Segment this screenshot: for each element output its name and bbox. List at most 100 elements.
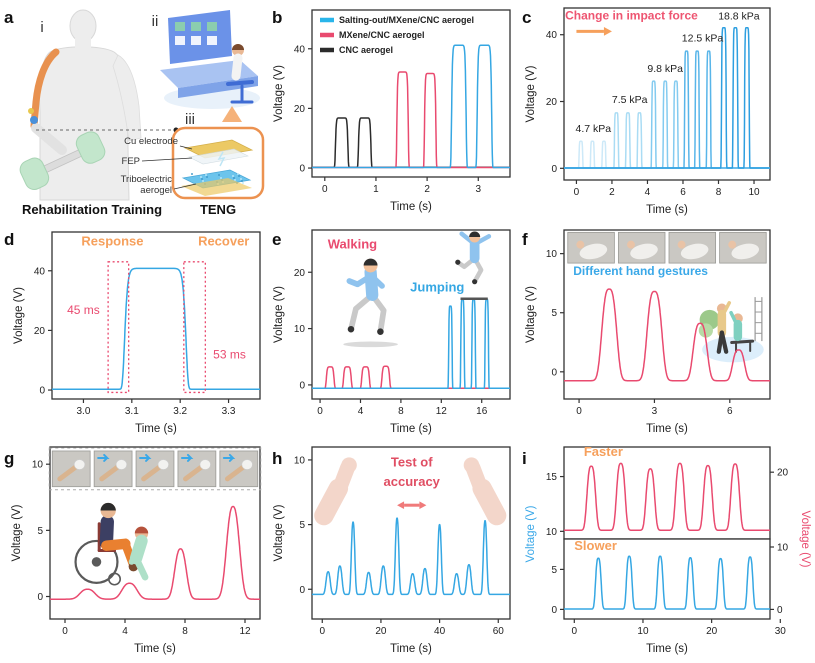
svg-text:6: 6 (680, 187, 686, 198)
svg-text:16: 16 (476, 406, 488, 417)
panel-c-chart: 0 2 4 6 8 10 0 20 40 Time (s) Voltage (V) Change in… (525, 7, 771, 216)
svg-text:12.5 kPa: 12.5 kPa (682, 32, 724, 44)
svg-text:0: 0 (39, 386, 45, 397)
svg-text:10: 10 (637, 626, 649, 637)
svg-text:10: 10 (32, 460, 44, 471)
panel-d-chart: 3.0 3.1 3.2 3.3 0 20 40 Time (s) Voltage (V) Resp… (13, 231, 261, 435)
panel-h-chart: 0 20 40 60 0 5 10 Time (s) Voltage (V) Test of acc… (273, 446, 511, 655)
svg-text:0: 0 (551, 367, 557, 378)
svg-text:60: 60 (493, 626, 505, 637)
svg-text:15: 15 (546, 472, 558, 483)
svg-text:0: 0 (299, 585, 305, 596)
svg-text:Voltage (V): Voltage (V) (13, 287, 25, 344)
svg-text:Salting-out/MXene/CNC aerogel: Salting-out/MXene/CNC aerogel (339, 15, 474, 25)
svg-text:Test of: Test of (391, 454, 433, 469)
panel-letter-e: e (272, 230, 282, 249)
svg-text:20: 20 (375, 626, 387, 637)
svg-text:10: 10 (546, 249, 558, 260)
panel-f: f 0 3 6 0 5 10 Time (s) Voltage (V) Different ha… (518, 222, 815, 441)
svg-text:6: 6 (727, 406, 733, 417)
svg-text:Time (s): Time (s) (390, 423, 432, 435)
svg-text:20: 20 (34, 326, 46, 337)
svg-text:10: 10 (748, 187, 760, 198)
svg-text:Voltage (V): Voltage (V) (525, 65, 537, 122)
panel-letter-f: f (522, 230, 528, 249)
panel-i-chart: 0510101520Voltage (V)Faster010203005100T… (525, 444, 811, 655)
svg-text:2: 2 (609, 187, 615, 198)
panel-d: d 3.0 3.1 3.2 3.3 0 20 40 Time (s) Voltage (V) Re… (0, 222, 268, 441)
svg-text:Slower: Slower (574, 538, 617, 553)
svg-text:Faster: Faster (584, 444, 623, 459)
panel-letter-a: a (4, 8, 14, 27)
svg-text:45 ms: 45 ms (67, 303, 100, 317)
svg-text:8: 8 (398, 406, 404, 417)
svg-text:Voltage (V): Voltage (V) (273, 65, 285, 122)
svg-text:3.3: 3.3 (222, 406, 236, 417)
svg-text:ii: ii (152, 13, 159, 30)
panel-c: c 0 2 4 6 8 10 0 20 40 Time (s) Voltage (V) Change … (518, 0, 815, 222)
svg-text:40: 40 (294, 44, 306, 55)
svg-text:Voltage (V): Voltage (V) (273, 286, 285, 343)
svg-text:accuracy: accuracy (384, 474, 441, 489)
svg-text:CNC aerogel: CNC aerogel (339, 45, 393, 55)
svg-text:40: 40 (434, 626, 446, 637)
svg-text:Voltage (V): Voltage (V) (525, 505, 537, 562)
svg-text:Voltage (V): Voltage (V) (525, 286, 537, 343)
svg-text:1: 1 (373, 184, 379, 195)
svg-text:0: 0 (299, 380, 305, 391)
svg-text:0: 0 (777, 605, 783, 616)
svg-text:iii: iii (185, 111, 195, 128)
svg-text:Walking: Walking (328, 237, 377, 252)
svg-text:10: 10 (546, 527, 558, 538)
svg-text:9.8 kPa: 9.8 kPa (647, 63, 683, 75)
svg-text:4.7 kPa: 4.7 kPa (575, 123, 611, 135)
svg-text:0: 0 (37, 592, 43, 603)
svg-text:Voltage (V): Voltage (V) (273, 504, 285, 561)
svg-text:Time (s): Time (s) (134, 643, 176, 655)
svg-text:4: 4 (645, 187, 651, 198)
svg-text:0: 0 (319, 626, 325, 637)
panel-e: e 0 4 8 12 16 0 10 20 Time (s) Voltage (V) Walking… (268, 222, 518, 441)
svg-text:FEP: FEP (122, 156, 140, 167)
svg-text:0: 0 (322, 184, 328, 195)
svg-text:5: 5 (551, 308, 557, 319)
svg-text:Change in impact force: Change in impact force (565, 8, 698, 22)
svg-text:8: 8 (182, 626, 188, 637)
svg-text:Recover: Recover (198, 233, 249, 248)
svg-text:Time (s): Time (s) (390, 201, 432, 213)
svg-text:Time (s): Time (s) (390, 643, 432, 655)
panel-h: h 0 20 40 60 0 5 10 Time (s) Voltage (V) Test of a… (268, 441, 518, 663)
svg-text:Time (s): Time (s) (646, 643, 688, 655)
svg-text:2: 2 (424, 184, 430, 195)
panel-letter-c: c (522, 8, 532, 27)
svg-text:0: 0 (317, 406, 323, 417)
panel-i: i 0510101520Voltage (V)Faster01020300510… (518, 441, 815, 663)
svg-text:Voltage (V): Voltage (V) (799, 511, 811, 568)
svg-text:Response: Response (81, 233, 143, 248)
svg-text:8: 8 (716, 187, 722, 198)
svg-text:3.1: 3.1 (125, 406, 139, 417)
panel-a: a i ii iii Cu electrode FEP Triboelectric aero… (0, 0, 268, 222)
panel-b-chart: 0 1 2 3 0 20 40 Time (s) Voltage (V) Salting-out/… (273, 9, 511, 213)
svg-text:0: 0 (551, 605, 557, 616)
svg-text:18.8 kPa: 18.8 kPa (718, 10, 760, 22)
svg-text:MXene/CNC aerogel: MXene/CNC aerogel (339, 30, 425, 40)
svg-text:3.0: 3.0 (76, 406, 90, 417)
svg-text:0: 0 (551, 164, 557, 175)
svg-text:TENG: TENG (200, 202, 236, 217)
svg-text:aerogel: aerogel (140, 185, 172, 196)
svg-text:Rehabilitation Training: Rehabilitation Training (22, 202, 162, 217)
svg-text:40: 40 (34, 266, 46, 277)
svg-text:0: 0 (576, 406, 582, 417)
svg-text:Time (s): Time (s) (646, 204, 688, 216)
svg-text:Triboelectric: Triboelectric (121, 174, 173, 185)
svg-text:0: 0 (62, 626, 68, 637)
svg-text:10: 10 (777, 543, 789, 554)
svg-text:53 ms: 53 ms (213, 348, 246, 362)
panel-e-chart: 0 4 8 12 16 0 10 20 Time (s) Voltage (V) Walking Ju… (273, 229, 511, 435)
panel-letter-g: g (4, 449, 15, 468)
svg-text:Cu electrode: Cu electrode (124, 136, 178, 147)
svg-text:Voltage (V): Voltage (V) (11, 504, 23, 561)
svg-text:12: 12 (436, 406, 448, 417)
